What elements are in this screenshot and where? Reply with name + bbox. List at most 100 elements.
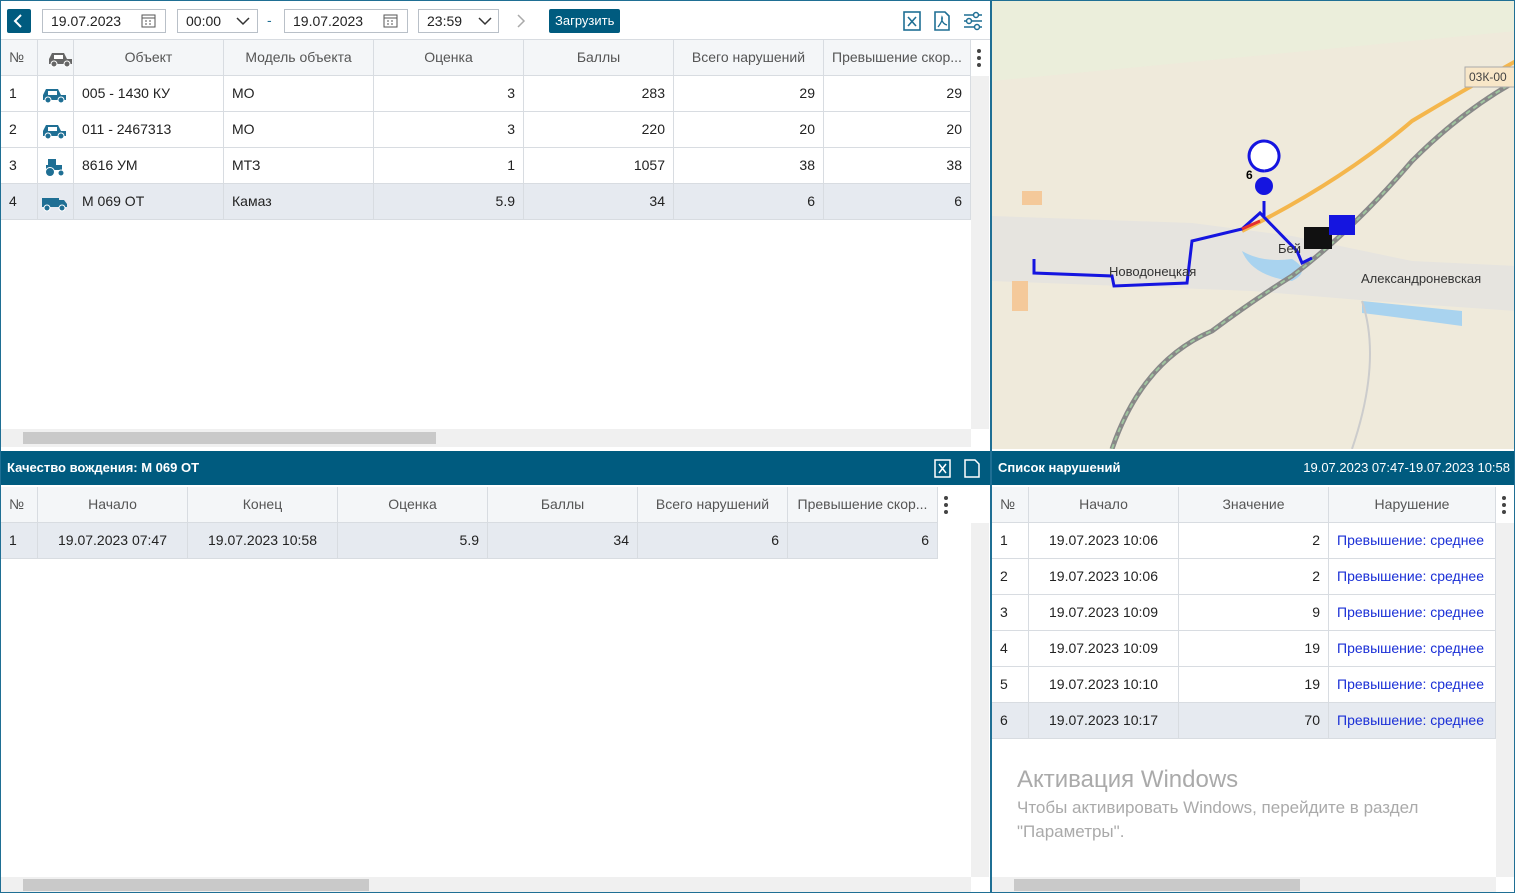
violation-link[interactable]: Превышение: среднее: [1329, 667, 1496, 703]
v-scrollbar[interactable]: [971, 76, 989, 429]
column-menu[interactable]: [942, 495, 950, 518]
back-button[interactable]: [7, 9, 31, 33]
h-scrollbar[interactable]: [1, 877, 971, 892]
table-cell: 005 - 1430 КУ: [74, 76, 224, 112]
detail-header: Качество вождения: М 069 ОТ: [1, 451, 990, 485]
column-header: Оценка: [338, 487, 488, 523]
separator: -: [267, 12, 272, 28]
table-cell: 4: [1, 184, 38, 220]
table-cell: 8616 УМ: [74, 148, 224, 184]
violation-link[interactable]: Превышение: среднее: [1329, 595, 1496, 631]
table-cell: 283: [524, 76, 674, 112]
table-cell: 1: [1, 76, 38, 112]
h-scrollbar[interactable]: [992, 877, 1496, 892]
violation-link[interactable]: Превышение: среднее: [1329, 523, 1496, 559]
place-label: Александроневская: [1361, 271, 1481, 286]
column-menu[interactable]: [1500, 495, 1508, 518]
column-header: Превышение скор...: [824, 40, 971, 76]
table-cell: 19.07.2023 10:58: [188, 523, 338, 559]
table-cell: 19.07.2023 10:09: [1029, 631, 1179, 667]
column-header: Всего нарушений: [674, 40, 824, 76]
table-cell: 9: [1179, 595, 1329, 631]
table-cell: 1057: [524, 148, 674, 184]
table-cell: 20: [824, 112, 971, 148]
violations-title: Список нарушений: [998, 460, 1121, 475]
table-cell: МТЗ: [224, 148, 374, 184]
table-cell: 34: [524, 184, 674, 220]
load-button[interactable]: Загрузить: [549, 9, 621, 33]
splitter[interactable]: [990, 1, 992, 892]
table-cell: 20: [674, 112, 824, 148]
export-icons[interactable]: [933, 458, 983, 480]
column-header: [38, 40, 74, 76]
detail-title: Качество вождения: М 069 ОТ: [7, 460, 200, 475]
detail-table: № Начало Конец Оценка Баллы Всего нарушений Пр…: [1, 487, 989, 877]
violation-link[interactable]: Превышение: среднее: [1329, 559, 1496, 595]
table-cell: 19.07.2023 10:17: [1029, 703, 1179, 739]
place-label: Бей: [1278, 241, 1301, 256]
table-cell: 2: [1179, 523, 1329, 559]
table-cell: 4: [992, 631, 1029, 667]
export-icons[interactable]: [902, 10, 986, 32]
column-header: Превышение скор...: [788, 487, 938, 523]
table-cell: 6: [992, 703, 1029, 739]
column-header: Нарушение: [1329, 487, 1496, 523]
v-scrollbar[interactable]: [1496, 523, 1514, 877]
table-cell: 220: [524, 112, 674, 148]
table-cell: 2: [1, 112, 38, 148]
column-header: Баллы: [524, 40, 674, 76]
table-cell: М 069 ОТ: [74, 184, 224, 220]
watermark: Активация Windows Чтобы активировать Win…: [1017, 766, 1418, 842]
vehicle-icon: [38, 112, 74, 148]
table-cell: 3: [374, 112, 524, 148]
table-cell: 1: [374, 148, 524, 184]
next-button[interactable]: [513, 13, 529, 29]
violation-link[interactable]: Превышение: среднее: [1329, 631, 1496, 667]
column-header: Начало: [38, 487, 188, 523]
table-cell: 6: [638, 523, 788, 559]
column-header: Значение: [1179, 487, 1329, 523]
date-to[interactable]: 19.07.2023: [284, 9, 408, 33]
time-from[interactable]: 00:00: [177, 9, 258, 33]
column-header: Объект: [74, 40, 224, 76]
watermark-line: Чтобы активировать Windows, перейдите в …: [1017, 798, 1419, 817]
table-cell: 6: [788, 523, 938, 559]
dropdown-arrow[interactable]: [235, 14, 251, 28]
table-cell: 3: [374, 76, 524, 112]
column-header: Модель объекта: [224, 40, 374, 76]
column-header: №: [1, 40, 38, 76]
toolbar: 19.07.2023 00:00 - 19.07.2023 23:59 Загр…: [1, 1, 991, 40]
calendar-icon[interactable]: [383, 13, 399, 29]
table-cell: 38: [824, 148, 971, 184]
dropdown-arrow[interactable]: [477, 14, 493, 28]
vehicle-icon: [38, 76, 74, 112]
road-label: 03К-00: [1469, 70, 1507, 84]
table-cell: 6: [824, 184, 971, 220]
table-cell: 011 - 2467313: [74, 112, 224, 148]
table-cell: МО: [224, 76, 374, 112]
calendar-icon[interactable]: [141, 13, 157, 29]
table-cell: 29: [674, 76, 824, 112]
table-cell: 19: [1179, 667, 1329, 703]
v-scrollbar[interactable]: [971, 523, 989, 877]
map[interactable]: 6 03К-00 Новодонецкая Бей Александроневс…: [992, 1, 1515, 449]
table-cell: 19.07.2023 10:06: [1029, 559, 1179, 595]
table-cell: 2: [992, 559, 1029, 595]
table-cell: 3: [1, 148, 38, 184]
table-cell: 19.07.2023 07:47: [38, 523, 188, 559]
violations-range: 19.07.2023 07:47-19.07.2023 10:58: [1303, 460, 1510, 475]
column-menu[interactable]: [975, 48, 983, 71]
table-cell: 19.07.2023 10:09: [1029, 595, 1179, 631]
column-header: Баллы: [488, 487, 638, 523]
vehicle-icon: [38, 184, 74, 220]
h-scrollbar[interactable]: [1, 429, 971, 447]
violation-link[interactable]: Превышение: среднее: [1329, 703, 1496, 739]
table-cell: 1: [992, 523, 1029, 559]
table-cell: 5: [992, 667, 1029, 703]
objects-table: № Объект Модель объекта Оценка Баллы Всего на…: [1, 40, 989, 429]
column-header: №: [1, 487, 38, 523]
table-cell: МО: [224, 112, 374, 148]
table-cell: 29: [824, 76, 971, 112]
time-to[interactable]: 23:59: [418, 9, 499, 33]
column-header: Конец: [188, 487, 338, 523]
